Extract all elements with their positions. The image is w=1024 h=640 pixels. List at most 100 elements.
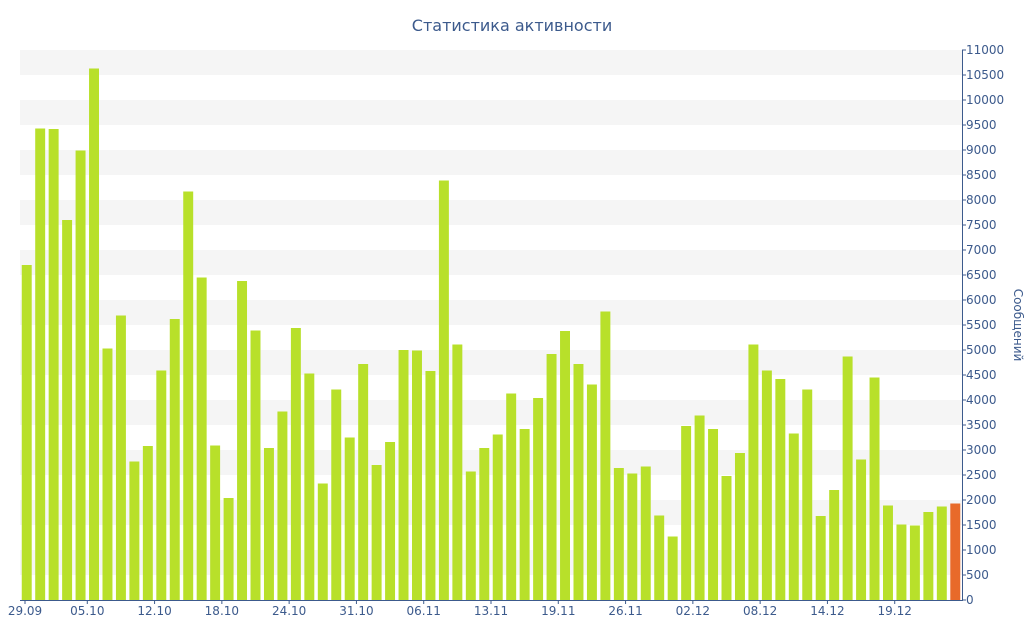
bar xyxy=(304,373,315,600)
x-tick-label: 31.10 xyxy=(339,604,373,618)
bar-current xyxy=(950,503,961,600)
bar xyxy=(290,328,301,600)
bar xyxy=(600,311,611,600)
y-tick-label: 8500 xyxy=(966,168,997,182)
x-tick-label: 24.10 xyxy=(272,604,306,618)
bar xyxy=(923,512,934,600)
bar xyxy=(48,129,59,600)
y-axis-label: Сообщений xyxy=(1011,289,1024,362)
y-tick-label: 0 xyxy=(966,593,974,607)
bar xyxy=(223,498,234,600)
bar xyxy=(102,348,113,600)
x-tick-label: 02.12 xyxy=(676,604,710,618)
bar xyxy=(533,398,544,600)
bar xyxy=(560,331,570,600)
x-tick-label: 14.12 xyxy=(810,604,844,618)
bar xyxy=(573,364,584,600)
y-tick-label: 6000 xyxy=(966,293,997,307)
y-tick-label: 10500 xyxy=(966,68,1004,82)
grid-band xyxy=(20,100,962,125)
x-tick-label: 26.11 xyxy=(608,604,642,618)
bar xyxy=(277,411,288,600)
x-tick-label: 13.11 xyxy=(474,604,508,618)
y-tick-label: 5500 xyxy=(966,318,997,332)
bar xyxy=(815,516,826,600)
bar xyxy=(412,350,422,600)
bar xyxy=(842,356,853,600)
bar xyxy=(694,415,705,600)
bar xyxy=(519,429,530,600)
bar xyxy=(761,370,772,600)
bar xyxy=(883,505,893,600)
bar xyxy=(385,442,396,600)
bar xyxy=(909,525,920,600)
bar xyxy=(734,453,745,600)
bar xyxy=(802,389,813,600)
bar xyxy=(627,473,638,600)
bar xyxy=(438,180,449,600)
bar xyxy=(115,315,126,600)
bar xyxy=(708,429,719,600)
bar xyxy=(142,446,153,600)
bar xyxy=(748,344,759,600)
y-tick-label: 11000 xyxy=(966,43,1004,57)
bar xyxy=(62,220,73,600)
x-tick-label: 19.11 xyxy=(541,604,575,618)
x-tick-label: 05.10 xyxy=(70,604,104,618)
bar xyxy=(344,437,355,600)
y-tick-label: 4500 xyxy=(966,368,997,382)
bar xyxy=(89,68,99,600)
bar xyxy=(183,191,194,600)
grid-band xyxy=(20,300,962,325)
bar xyxy=(317,483,328,600)
y-tick-label: 8000 xyxy=(966,193,997,207)
bar xyxy=(156,370,167,600)
bar xyxy=(425,371,436,600)
bar xyxy=(492,434,503,600)
y-tick-label: 5000 xyxy=(966,343,997,357)
bar xyxy=(640,466,651,600)
bar xyxy=(829,490,840,600)
bar xyxy=(788,433,799,600)
bar xyxy=(210,445,221,600)
y-tick-label: 2500 xyxy=(966,468,997,482)
x-tick-label: 19.12 xyxy=(878,604,912,618)
x-tick-label: 18.10 xyxy=(205,604,239,618)
y-tick-label: 4000 xyxy=(966,393,997,407)
x-tick-label: 08.12 xyxy=(743,604,777,618)
bar xyxy=(775,379,786,600)
bar xyxy=(371,465,382,600)
y-tick-label: 10000 xyxy=(966,93,1004,107)
bar xyxy=(721,476,732,600)
y-tick-label: 7000 xyxy=(966,243,997,257)
bar xyxy=(856,459,867,600)
bar xyxy=(129,461,140,600)
bar xyxy=(21,265,32,600)
bar xyxy=(667,536,678,600)
x-tick-label: 12.10 xyxy=(137,604,171,618)
bar xyxy=(331,389,342,600)
bar xyxy=(169,319,180,600)
bar xyxy=(506,393,517,600)
bar xyxy=(263,448,274,600)
y-tick-label: 9500 xyxy=(966,118,997,132)
bar xyxy=(250,330,261,600)
bar xyxy=(452,344,463,600)
bar xyxy=(35,128,46,600)
bar xyxy=(465,471,476,600)
axes: 0 500 1000 1500 2000 2500 3000 3500 4000 4500 5000… xyxy=(8,43,1004,618)
x-tick-label: 06.11 xyxy=(407,604,441,618)
bar xyxy=(479,448,490,600)
y-tick-label: 9000 xyxy=(966,143,997,157)
y-tick-label: 7500 xyxy=(966,218,997,232)
bar xyxy=(358,364,369,600)
y-tick-label: 1000 xyxy=(966,543,997,557)
grid-band xyxy=(20,250,962,275)
y-tick-label: 2000 xyxy=(966,493,997,507)
bar xyxy=(613,468,624,600)
y-tick-label: 500 xyxy=(966,568,989,582)
bar xyxy=(196,277,207,600)
bar xyxy=(398,350,409,600)
